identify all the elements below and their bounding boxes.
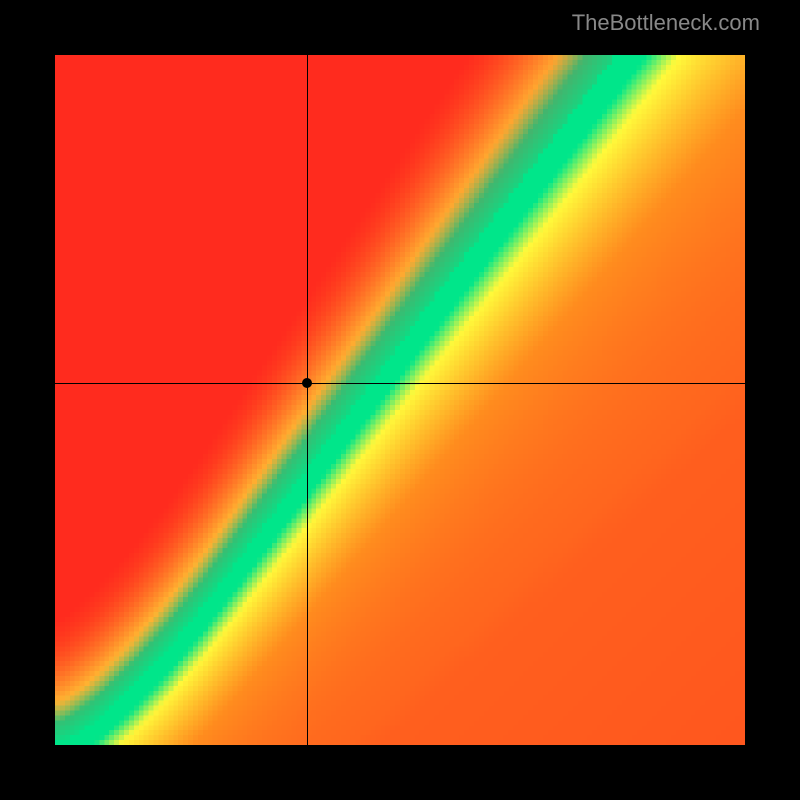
- plot-area: [55, 55, 745, 745]
- heatmap-canvas: [55, 55, 745, 745]
- watermark-text: TheBottleneck.com: [572, 10, 760, 36]
- chart-container: TheBottleneck.com: [0, 0, 800, 800]
- crosshair-vertical: [307, 55, 308, 745]
- crosshair-horizontal: [55, 383, 745, 384]
- marker-point: [302, 378, 312, 388]
